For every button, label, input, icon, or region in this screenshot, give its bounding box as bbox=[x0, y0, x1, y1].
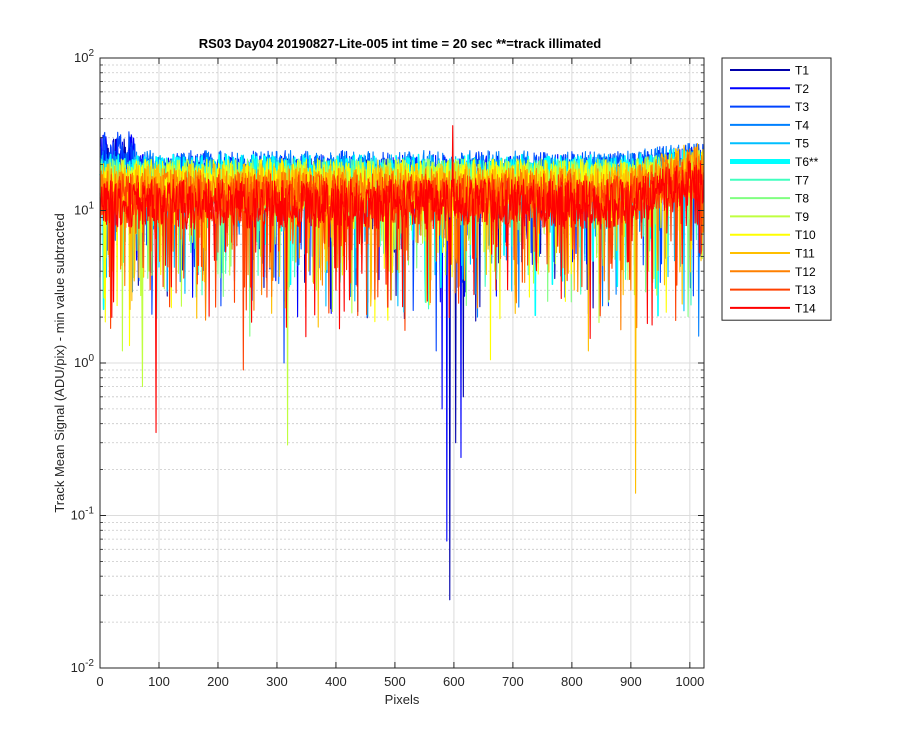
legend-label: T8 bbox=[795, 192, 809, 206]
x-tick-label: 100 bbox=[148, 674, 170, 689]
chart-title: RS03 Day04 20190827-Lite-005 int time = … bbox=[199, 36, 602, 51]
series-layer bbox=[99, 125, 705, 601]
legend-label: T4 bbox=[795, 118, 809, 132]
legend-label: T7 bbox=[795, 173, 809, 187]
legend-label: T1 bbox=[795, 64, 809, 78]
x-tick-label: 800 bbox=[561, 674, 583, 689]
y-tick-label: 101 bbox=[74, 201, 94, 218]
legend-label: T13 bbox=[795, 283, 816, 297]
legend-label: T2 bbox=[795, 82, 809, 96]
series-line-t13 bbox=[99, 154, 704, 371]
legend-label: T10 bbox=[795, 228, 816, 242]
legend-box bbox=[721, 57, 832, 321]
x-tick-label: 700 bbox=[502, 674, 524, 689]
legend-label: T3 bbox=[795, 100, 809, 114]
legend-label: T11 bbox=[795, 247, 815, 261]
tick-layer: 0 100 200 300 400 500 600 700 800 900 1000 10-2 10-1… bbox=[71, 48, 705, 689]
x-tick-label: 600 bbox=[443, 674, 465, 689]
legend-label: T5 bbox=[795, 137, 809, 151]
y-tick-label: 102 bbox=[74, 48, 94, 65]
x-tick-label: 1000 bbox=[675, 674, 704, 689]
x-tick-label: 300 bbox=[266, 674, 288, 689]
legend-label: T6** bbox=[795, 155, 819, 169]
series-line-t14 bbox=[99, 125, 704, 434]
legend[interactable]: T1 T2 T3 T4 T5 T6** T7 T8 T9 T10 T11 T12 T13 T14 bbox=[721, 57, 832, 321]
y-tick-label: 10-2 bbox=[71, 658, 95, 675]
y-tick-label: 10-1 bbox=[71, 506, 95, 523]
x-tick-label: 200 bbox=[207, 674, 229, 689]
x-tick-label: 500 bbox=[384, 674, 406, 689]
plot-area: 0 100 200 300 400 500 600 700 800 900 1000 10-2 10-1… bbox=[71, 48, 705, 689]
x-tick-label: 0 bbox=[96, 674, 103, 689]
y-axis-label: Track Mean Signal (ADU/pix) - min value … bbox=[52, 213, 67, 512]
legend-label: T14 bbox=[795, 301, 816, 315]
legend-label: T9 bbox=[795, 210, 809, 224]
y-tick-label: 100 bbox=[74, 353, 94, 370]
x-tick-label: 900 bbox=[620, 674, 642, 689]
legend-label: T12 bbox=[795, 265, 816, 279]
x-axis-label: Pixels bbox=[385, 692, 420, 707]
x-tick-label: 400 bbox=[325, 674, 347, 689]
